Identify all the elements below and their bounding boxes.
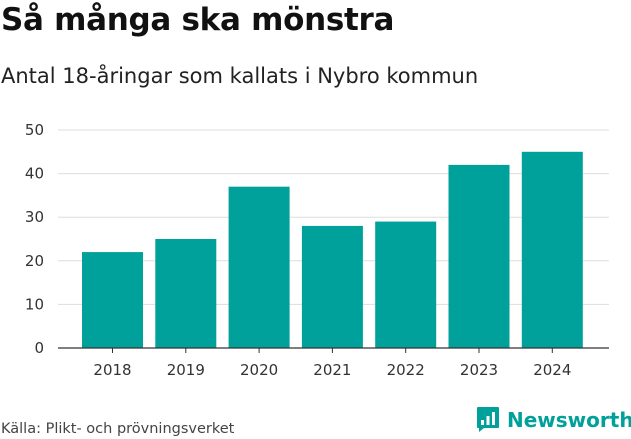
x-tick-label-2020: 2020 bbox=[240, 361, 278, 379]
bar-2019 bbox=[155, 239, 217, 348]
bars bbox=[82, 151, 583, 348]
x-tick-label-2024: 2024 bbox=[533, 361, 571, 379]
brand-logo: Newsworthy bbox=[476, 406, 631, 433]
y-tick-label-40: 40 bbox=[25, 165, 44, 183]
y-tick-label-20: 20 bbox=[25, 252, 44, 270]
bar-2021 bbox=[301, 225, 363, 348]
bar-chart: 0 10 20 30 40 50 2018 2019 2020 2021 2022 2023 2024 bbox=[25, 121, 609, 379]
brand-name: Newsworthy bbox=[507, 407, 631, 432]
x-tick-label-2019: 2019 bbox=[167, 361, 205, 379]
y-tick-label-0: 0 bbox=[34, 339, 44, 357]
y-tick-label-50: 50 bbox=[25, 121, 44, 139]
bar-2022 bbox=[375, 221, 437, 348]
y-tick-label-30: 30 bbox=[25, 208, 44, 226]
y-tick-label-10: 10 bbox=[25, 295, 44, 313]
x-tick-label-2023: 2023 bbox=[460, 361, 498, 379]
bar-2020 bbox=[228, 186, 290, 348]
source-note: Källa: Plikt- och prövningsverket bbox=[1, 421, 235, 437]
bar-2023 bbox=[448, 164, 510, 348]
bar-2024 bbox=[521, 151, 583, 348]
x-tick-label-2022: 2022 bbox=[387, 361, 425, 379]
chart-subtitle: Antal 18-åringar som kallats i Nybro kom… bbox=[1, 64, 479, 88]
newsworthy-logo-icon bbox=[477, 407, 499, 432]
x-tick-label-2021: 2021 bbox=[313, 361, 351, 379]
axes: 0 10 20 30 40 50 2018 2019 2020 2021 2022 2023 2024 bbox=[25, 121, 609, 379]
x-tick-label-2018: 2018 bbox=[93, 361, 131, 379]
gridlines bbox=[58, 129, 609, 305]
chart-title: Så många ska mönstra bbox=[1, 2, 395, 38]
bar-2018 bbox=[82, 252, 143, 348]
